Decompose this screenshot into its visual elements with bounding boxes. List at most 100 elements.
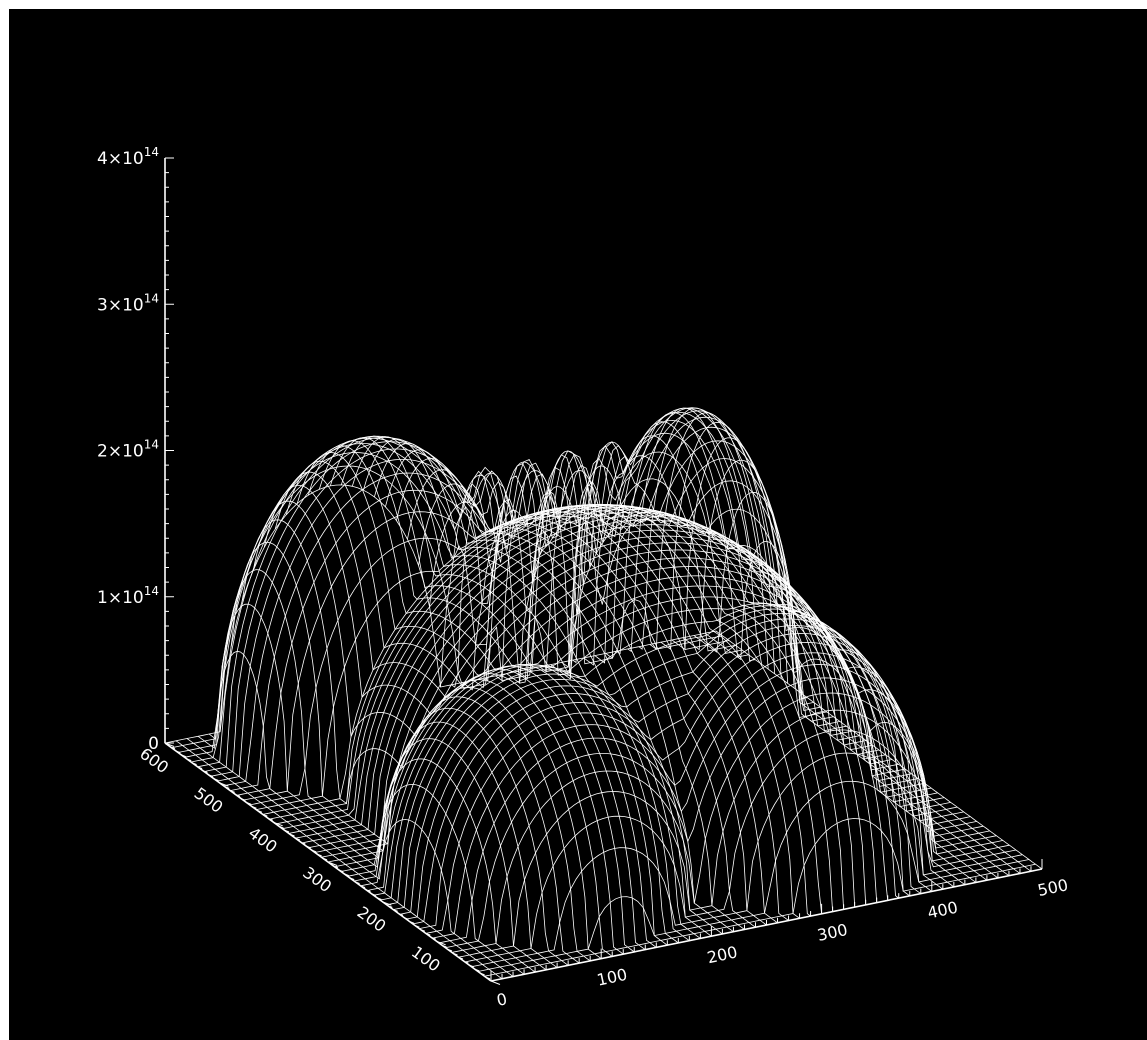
y-tick-label: 300 — [299, 863, 335, 896]
mesh-line-y — [184, 443, 736, 758]
mesh-line-x — [649, 412, 977, 883]
plot-frame: 0 1×1014 2×1014 3×1014 4×1014 0 100 200 300 400 50… — [9, 9, 1147, 1040]
y-axis-tick — [463, 960, 469, 964]
axes — [164, 157, 1043, 985]
mesh-line-x — [396, 458, 723, 935]
y-axis-tick — [268, 817, 273, 821]
y-axis-tick — [485, 976, 491, 980]
y-axis-tick — [447, 948, 453, 952]
mesh-line-y — [432, 652, 984, 939]
y-axis-tick — [452, 952, 458, 956]
y-axis-tick — [458, 956, 464, 960]
y-axis-tick — [414, 925, 420, 928]
mesh-line-x — [715, 630, 1043, 870]
y-axis-tick — [387, 905, 393, 908]
y-axis-tick — [479, 972, 485, 976]
x-tick-label: 300 — [816, 920, 850, 945]
mesh-line-x — [682, 459, 1010, 877]
y-axis-tick — [181, 754, 186, 758]
x-tick-label: 0 — [495, 989, 509, 1010]
y-axis-tick — [289, 833, 295, 837]
y-tick-label: 100 — [408, 942, 444, 975]
y-axis-tick — [316, 853, 322, 857]
y-axis-tick — [425, 932, 431, 936]
y-axis-tick — [170, 746, 176, 750]
z-tick-label: 1×1014 — [97, 584, 159, 608]
z-tick-label: 2×1014 — [97, 438, 159, 462]
mesh-line-x — [462, 507, 789, 921]
mesh-line-x — [363, 438, 690, 942]
mesh-line-x — [252, 500, 580, 964]
mesh-line-x — [263, 485, 591, 962]
mesh-line-x — [318, 440, 646, 950]
y-axis-tick — [224, 786, 230, 789]
y-axis-tick — [230, 790, 235, 793]
mesh-line-y — [386, 605, 938, 906]
mesh-line-x — [230, 541, 558, 968]
y-axis-tick — [273, 821, 283, 827]
y-axis-tick — [349, 877, 355, 881]
z-tick-label: 4×1014 — [97, 145, 159, 169]
y-axis-tick — [278, 825, 284, 829]
mesh-line-x — [186, 738, 514, 977]
y-axis-tick — [469, 964, 474, 968]
y-axis-tick — [436, 940, 446, 946]
mesh-line-x — [561, 465, 889, 901]
mesh-line-x — [329, 437, 657, 948]
mesh-line-y — [308, 519, 860, 849]
y-axis-tick — [213, 778, 219, 781]
mesh-line-x — [429, 501, 756, 928]
mesh-line-x — [671, 437, 999, 879]
y-tick-label: 400 — [245, 823, 281, 856]
y-axis-tick — [360, 885, 366, 889]
mesh-line-x — [539, 469, 867, 905]
y-axis-tick — [202, 770, 208, 773]
mesh-line-x — [274, 471, 602, 959]
y-axis-tick — [365, 889, 371, 892]
mesh-line-x — [528, 450, 856, 908]
mesh-line-y — [217, 407, 769, 782]
z-tick-label: 3×1014 — [97, 291, 159, 315]
x-tick-label: 200 — [705, 942, 739, 967]
mesh-line-x — [175, 740, 503, 980]
x-tick-label: 500 — [1036, 875, 1070, 900]
y-axis-tick — [219, 782, 229, 787]
surface-plot: 0 1×1014 2×1014 3×1014 4×1014 0 100 200 300 400 50… — [97, 145, 1070, 1010]
mesh-line-x — [451, 472, 778, 924]
z-tick-label: 0 — [148, 734, 159, 754]
y-axis-tick — [333, 865, 339, 869]
mesh-line-y — [256, 458, 808, 810]
y-axis-tick — [295, 837, 301, 841]
mesh-line-x — [473, 506, 800, 919]
surface-mesh — [164, 407, 1043, 982]
mesh-line-x — [197, 650, 525, 975]
mesh-line-x — [660, 421, 988, 881]
y-axis-tick — [338, 869, 344, 873]
y-axis-tick — [382, 901, 392, 906]
y-axis-tick — [490, 980, 501, 985]
y-axis-tick — [175, 750, 181, 754]
y-tick-label: 500 — [191, 784, 227, 817]
y-axis-tick — [300, 841, 306, 845]
mesh-line-x — [594, 435, 922, 894]
mesh-line-x — [219, 569, 547, 971]
y-axis-tick — [186, 758, 192, 762]
y-axis-tick — [262, 813, 268, 817]
y-axis-tick — [403, 917, 409, 920]
y-axis-tick — [398, 913, 404, 916]
mesh-line-x — [693, 491, 1021, 874]
y-axis-tick — [441, 944, 447, 948]
y-axis-tick — [164, 742, 175, 747]
mesh-line-x — [484, 461, 811, 917]
x-tick-label: 100 — [595, 965, 629, 990]
y-axis-tick — [431, 936, 436, 940]
y-axis-tick — [376, 897, 382, 900]
mesh-line-x — [385, 449, 712, 937]
mesh-line-x — [407, 469, 734, 933]
y-axis-tick — [240, 798, 246, 801]
y-axis-tick — [306, 845, 311, 849]
y-axis-tick — [251, 806, 257, 809]
y-axis-tick — [208, 774, 214, 777]
y-axis-tick — [284, 829, 290, 833]
y-axis-tick — [197, 766, 203, 770]
